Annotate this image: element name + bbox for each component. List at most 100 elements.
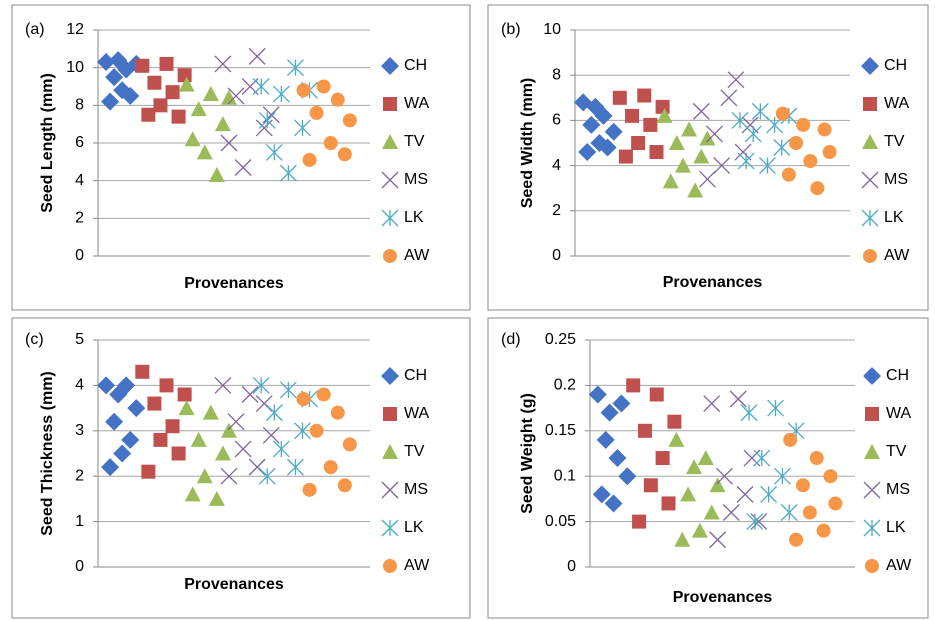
y-tick-label: 10 [66, 59, 84, 76]
marker-square [655, 99, 670, 114]
legend-symbol [862, 134, 878, 149]
marker-triangle [662, 173, 679, 189]
legend-symbol [381, 209, 399, 227]
marker-triangle [190, 431, 207, 447]
y-tick-label: 12 [66, 21, 84, 38]
series [656, 107, 716, 198]
y-tick-label: 0.2 [554, 377, 576, 394]
y-tick-label: 8 [75, 97, 84, 114]
marker-square [643, 117, 658, 132]
marker-circle [803, 154, 818, 169]
marker-star [286, 59, 304, 77]
series [612, 88, 670, 164]
marker-star [753, 449, 771, 467]
panel-label: (c) [25, 331, 44, 348]
marker-circle [296, 392, 311, 407]
marker-star [744, 125, 762, 143]
series [783, 432, 843, 547]
legend-symbol [865, 559, 879, 573]
marker-star [265, 404, 283, 422]
marker-x [734, 143, 752, 161]
y-tick-label: 6 [75, 134, 84, 151]
legend-label: TV [404, 133, 425, 150]
marker-circle [828, 496, 843, 511]
marker-star [272, 85, 290, 103]
y-tick-label: 5 [75, 331, 84, 348]
marker-square [655, 451, 670, 466]
marker-diamond [578, 143, 597, 162]
marker-triangle [668, 135, 685, 150]
marker-diamond [582, 115, 601, 134]
y-tick-label: 0.05 [545, 513, 576, 530]
marker-diamond [113, 444, 132, 463]
series [626, 378, 682, 529]
marker-square [667, 414, 682, 429]
y-tick-label: 0 [75, 558, 84, 575]
marker-triangle [190, 101, 207, 117]
marker-square [631, 136, 646, 150]
legend-label: MS [404, 481, 428, 498]
marker-square [171, 109, 186, 124]
marker-x [727, 71, 745, 89]
marker-star [272, 440, 290, 458]
marker-square [643, 478, 658, 493]
marker-star [746, 513, 764, 531]
marker-x [720, 89, 738, 107]
marker-x [729, 390, 747, 408]
marker-circle [822, 145, 837, 160]
marker-circle [795, 478, 810, 493]
marker-diamond [618, 467, 637, 486]
marker-triangle [220, 89, 237, 105]
marker-star [258, 111, 276, 129]
marker-square [153, 98, 168, 113]
series [731, 102, 798, 175]
series [135, 56, 192, 124]
panel-border [11, 4, 471, 311]
marker-diamond [604, 494, 623, 513]
series [588, 385, 637, 513]
legend-label: LK [884, 209, 904, 226]
series [775, 106, 837, 196]
marker-circle [775, 106, 790, 121]
series [574, 93, 623, 162]
legend-symbol [381, 367, 399, 385]
marker-star [252, 376, 270, 394]
y-tick-label: 1 [75, 513, 84, 530]
series [296, 387, 357, 497]
marker-triangle [208, 490, 225, 506]
marker-circle [816, 523, 831, 538]
marker-diamond [121, 430, 140, 449]
legend-symbol [864, 444, 880, 459]
y-tick-label: 0 [75, 247, 84, 264]
y-tick-label: 8 [552, 66, 561, 83]
legend-label: TV [884, 133, 905, 150]
marker-x [741, 116, 759, 134]
marker-diamond [600, 403, 619, 422]
legend-label: AW [886, 557, 912, 574]
marker-circle [296, 83, 311, 98]
series [668, 431, 726, 547]
legend-label: CH [886, 367, 909, 384]
marker-diamond [117, 376, 136, 395]
legend-symbol [861, 171, 879, 189]
legend-symbol [863, 367, 881, 385]
marker-triangle [220, 422, 237, 438]
panel-label: (b) [501, 21, 521, 38]
marker-star [265, 143, 283, 161]
marker-triangle [668, 431, 685, 447]
marker-star [760, 485, 778, 503]
marker-x [241, 386, 259, 403]
marker-x [698, 170, 716, 188]
marker-star [252, 78, 270, 95]
y-axis-title: Seed Thickness (mm) [39, 371, 56, 536]
panel-border [11, 317, 471, 619]
marker-circle [330, 405, 345, 420]
marker-square [159, 56, 174, 71]
marker-circle [302, 152, 317, 167]
legend-symbol [863, 481, 881, 499]
marker-triangle [687, 182, 704, 198]
marker-diamond [105, 68, 124, 87]
marker-circle [309, 423, 324, 438]
marker-circle [309, 105, 324, 120]
